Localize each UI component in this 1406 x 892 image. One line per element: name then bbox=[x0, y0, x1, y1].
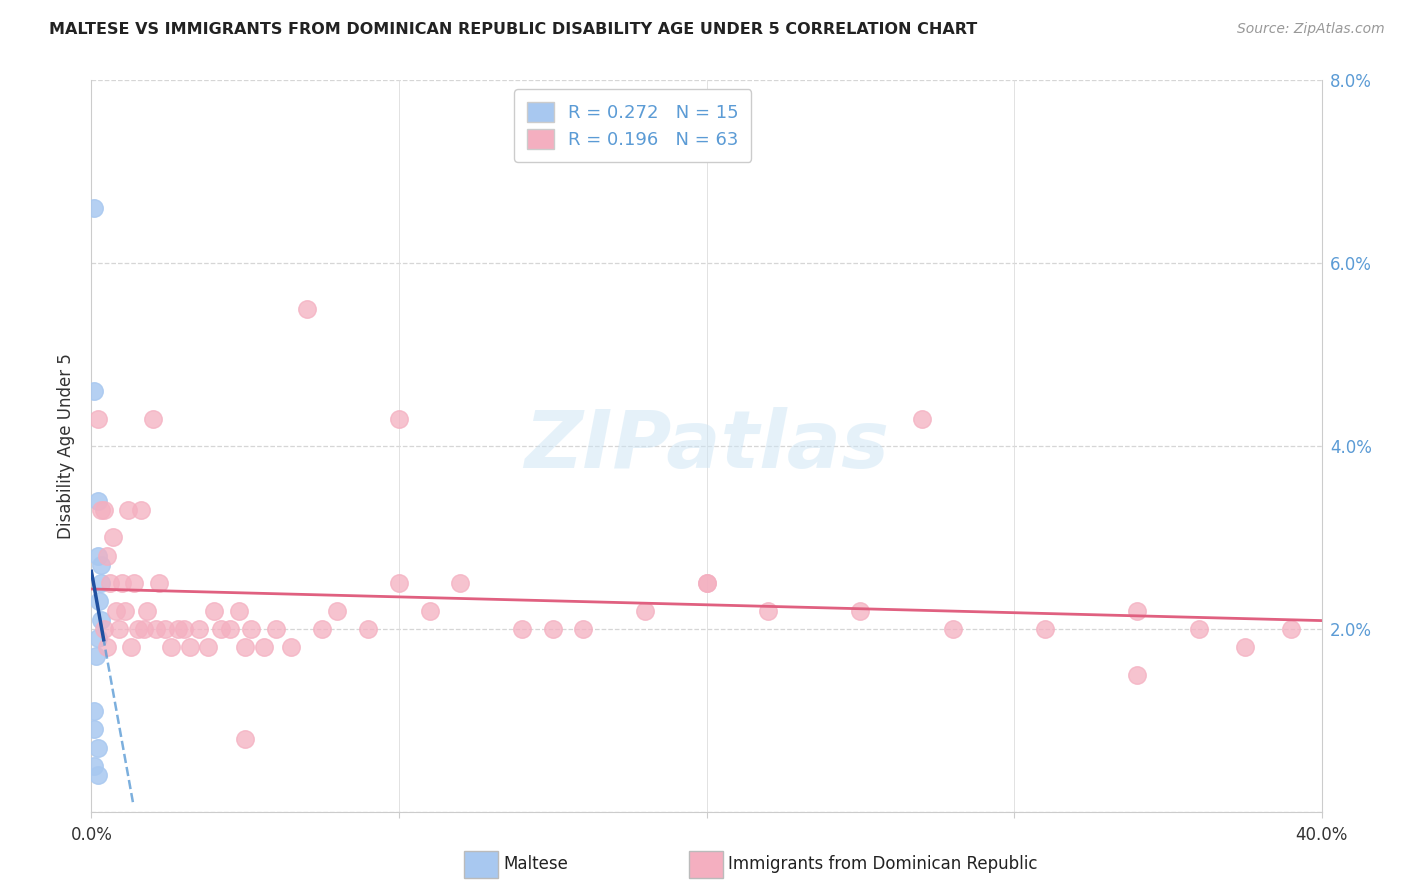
Point bbox=[419, 603, 441, 617]
Point bbox=[510, 622, 533, 636]
Point bbox=[209, 622, 232, 636]
Point bbox=[98, 576, 121, 591]
Point bbox=[233, 640, 256, 655]
Point bbox=[86, 493, 108, 508]
Point bbox=[114, 603, 136, 617]
Point bbox=[111, 576, 134, 591]
Point bbox=[83, 704, 105, 718]
Point bbox=[197, 640, 219, 655]
Point bbox=[911, 411, 934, 425]
Point bbox=[233, 731, 256, 746]
Point bbox=[83, 384, 105, 399]
Point bbox=[228, 603, 250, 617]
Point bbox=[253, 640, 276, 655]
Point bbox=[90, 558, 112, 572]
Point bbox=[120, 640, 142, 655]
Point bbox=[90, 613, 112, 627]
Point bbox=[96, 549, 118, 563]
Point bbox=[1126, 603, 1149, 617]
Point bbox=[179, 640, 201, 655]
Text: Source: ZipAtlas.com: Source: ZipAtlas.com bbox=[1237, 22, 1385, 37]
Point bbox=[127, 622, 149, 636]
Point bbox=[388, 576, 411, 591]
Point bbox=[1187, 622, 1209, 636]
Y-axis label: Disability Age Under 5: Disability Age Under 5 bbox=[58, 353, 76, 539]
Legend: R = 0.272   N = 15, R = 0.196   N = 63: R = 0.272 N = 15, R = 0.196 N = 63 bbox=[515, 89, 751, 161]
Point bbox=[696, 576, 718, 591]
Point bbox=[166, 622, 188, 636]
Point bbox=[90, 576, 112, 591]
Point bbox=[849, 603, 872, 617]
Point bbox=[634, 603, 657, 617]
Point bbox=[135, 603, 157, 617]
Point bbox=[105, 603, 127, 617]
Point bbox=[93, 503, 115, 517]
Point bbox=[240, 622, 263, 636]
Point bbox=[173, 622, 195, 636]
Point bbox=[160, 640, 183, 655]
Point bbox=[87, 594, 110, 608]
Point bbox=[83, 202, 105, 216]
Point bbox=[83, 723, 105, 737]
Point bbox=[756, 603, 779, 617]
Point bbox=[280, 640, 302, 655]
Point bbox=[117, 503, 139, 517]
Point bbox=[572, 622, 595, 636]
Point bbox=[90, 503, 112, 517]
Point bbox=[449, 576, 471, 591]
Point bbox=[148, 576, 170, 591]
Point bbox=[1279, 622, 1302, 636]
Point bbox=[132, 622, 155, 636]
Point bbox=[188, 622, 211, 636]
Point bbox=[311, 622, 333, 636]
Point bbox=[96, 640, 118, 655]
Point bbox=[264, 622, 287, 636]
Point bbox=[86, 411, 108, 425]
Point bbox=[108, 622, 131, 636]
Point bbox=[86, 631, 108, 645]
Point bbox=[696, 576, 718, 591]
Point bbox=[218, 622, 240, 636]
Point bbox=[1126, 667, 1149, 681]
Point bbox=[124, 576, 146, 591]
Point bbox=[295, 301, 318, 316]
Point bbox=[142, 411, 165, 425]
Point bbox=[83, 759, 105, 773]
Point bbox=[357, 622, 380, 636]
Text: Immigrants from Dominican Republic: Immigrants from Dominican Republic bbox=[728, 855, 1038, 873]
Point bbox=[129, 503, 152, 517]
Point bbox=[145, 622, 167, 636]
Point bbox=[153, 622, 177, 636]
Point bbox=[942, 622, 965, 636]
Point bbox=[326, 603, 349, 617]
Point bbox=[84, 649, 107, 664]
Point bbox=[86, 549, 108, 563]
Point bbox=[1233, 640, 1256, 655]
Point bbox=[93, 622, 115, 636]
Point bbox=[101, 530, 124, 544]
Text: ZIPatlas: ZIPatlas bbox=[524, 407, 889, 485]
Text: MALTESE VS IMMIGRANTS FROM DOMINICAN REPUBLIC DISABILITY AGE UNDER 5 CORRELATION: MALTESE VS IMMIGRANTS FROM DOMINICAN REP… bbox=[49, 22, 977, 37]
Point bbox=[541, 622, 564, 636]
Point bbox=[1033, 622, 1056, 636]
Text: Maltese: Maltese bbox=[503, 855, 568, 873]
Point bbox=[86, 740, 108, 755]
Point bbox=[202, 603, 225, 617]
Point bbox=[388, 411, 411, 425]
Point bbox=[86, 768, 108, 782]
